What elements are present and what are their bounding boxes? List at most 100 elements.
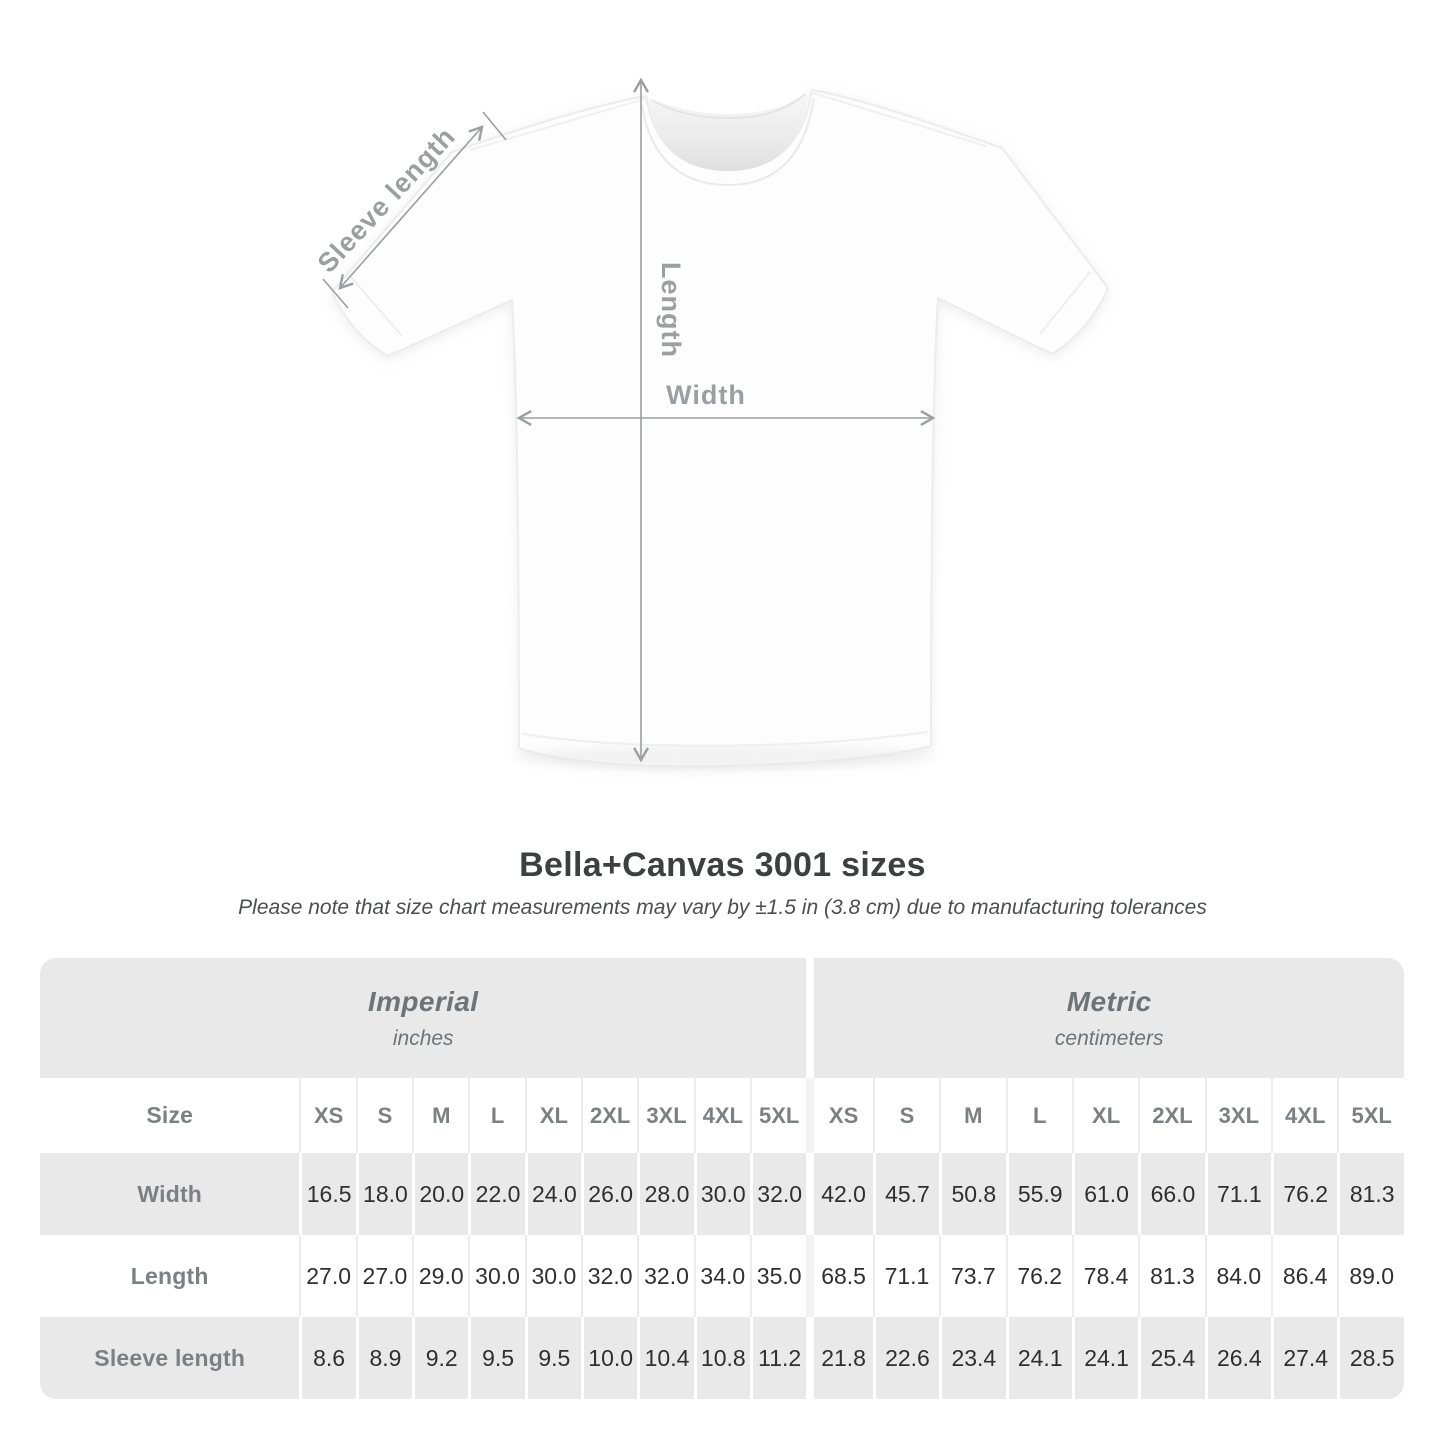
value-cell: 71.1: [872, 1235, 939, 1317]
tshirt-measurement-figure: Sleeve length Length Width: [312, 77, 1109, 768]
imperial-group-header: Imperial inches: [40, 958, 807, 1078]
size-col-header: XL: [524, 1078, 581, 1153]
value-cell: 10.8: [693, 1317, 750, 1399]
value-cell: 11.2: [749, 1317, 807, 1399]
value-cell: 32.0: [637, 1235, 693, 1317]
sleeve-arrow-tick-bottom: [322, 278, 349, 309]
size-col-header: S: [355, 1078, 412, 1153]
value-cell: 81.3: [1138, 1235, 1204, 1317]
size-col-header: XS: [806, 1078, 872, 1153]
value-cell: 9.2: [412, 1317, 469, 1399]
value-cell: 27.0: [299, 1235, 355, 1317]
value-cell: 35.0: [749, 1235, 806, 1317]
value-cell: 16.5: [299, 1153, 356, 1235]
value-cell: 81.3: [1337, 1153, 1404, 1235]
unit-group-row: Imperial inches Metric centimeters: [40, 958, 1404, 1078]
value-cell: 55.9: [1005, 1153, 1072, 1235]
width-row: Width 16.5 18.0 20.0 22.0 24.0 26.0 28.0…: [40, 1153, 1404, 1235]
imperial-unit: inches: [392, 1026, 454, 1050]
row-label: Width: [40, 1153, 300, 1235]
length-label: Length: [656, 262, 686, 358]
value-cell: 78.4: [1071, 1235, 1138, 1317]
size-col-header: M: [939, 1078, 1005, 1153]
value-cell: 10.0: [581, 1317, 638, 1399]
hem-shadow: [515, 746, 935, 768]
value-cell: 24.0: [524, 1153, 582, 1235]
value-cell: 26.4: [1204, 1317, 1272, 1399]
width-label: Width: [666, 380, 746, 410]
value-cell: 71.1: [1204, 1153, 1272, 1235]
size-col-header: 3XL: [637, 1078, 693, 1153]
value-cell: 50.8: [939, 1153, 1006, 1235]
value-cell: 45.7: [872, 1153, 940, 1235]
value-cell: 34.0: [693, 1235, 750, 1317]
size-header-label: Size: [146, 1102, 194, 1128]
value-cell: 20.0: [412, 1153, 469, 1235]
value-cell: 30.0: [524, 1235, 581, 1317]
value-cell: 89.0: [1337, 1235, 1404, 1317]
value-cell: 27.0: [355, 1235, 412, 1317]
size-header-row: Size XS S M L XL 2XL 3XL 4XL 5XL XS S M …: [40, 1078, 1404, 1153]
size-col-header: L: [1005, 1078, 1072, 1153]
value-cell: 26.0: [581, 1153, 638, 1235]
value-cell: 23.4: [939, 1317, 1006, 1399]
value-cell: 10.4: [637, 1317, 694, 1399]
value-cell: 29.0: [412, 1235, 468, 1317]
value-cell: 86.4: [1271, 1235, 1337, 1317]
size-chart-title: Bella+Canvas 3001 sizes: [519, 846, 926, 884]
value-cell: 66.0: [1138, 1153, 1205, 1235]
value-cell: 21.8: [806, 1317, 873, 1399]
value-cell: 30.0: [468, 1235, 524, 1317]
size-table: Imperial inches Metric centimeters Size …: [40, 958, 1404, 1399]
row-label: Length: [130, 1262, 209, 1289]
imperial-label: Imperial: [367, 985, 479, 1017]
neck-opening: [648, 92, 809, 171]
value-cell: 25.4: [1138, 1317, 1205, 1399]
length-row: Length 27.0 27.0 29.0 30.0 30.0 32.0 32.…: [40, 1235, 1404, 1317]
value-cell: 24.1: [1005, 1317, 1072, 1399]
size-col-header: 2XL: [581, 1078, 637, 1153]
size-col-header: 2XL: [1138, 1078, 1204, 1153]
value-cell: 8.6: [299, 1317, 356, 1399]
size-col-header: 5XL: [749, 1078, 806, 1153]
value-cell: 73.7: [939, 1235, 1005, 1317]
value-cell: 32.0: [581, 1235, 637, 1317]
size-chart-note: Please note that size chart measurements…: [238, 896, 1207, 919]
value-cell: 22.0: [468, 1153, 525, 1235]
value-cell: 42.0: [806, 1153, 873, 1235]
size-col-header: XS: [299, 1078, 355, 1153]
value-cell: 24.1: [1071, 1317, 1139, 1399]
value-cell: 76.2: [1271, 1153, 1338, 1235]
value-cell: 76.2: [1005, 1235, 1072, 1317]
value-cell: 8.9: [355, 1317, 413, 1399]
tshirt-shape: [331, 89, 1109, 768]
value-cell: 22.6: [872, 1317, 940, 1399]
size-col-header: 5XL: [1337, 1078, 1404, 1153]
size-col-header: XL: [1071, 1078, 1138, 1153]
sleeve-length-arrow: [338, 125, 484, 290]
value-cell: 27.4: [1271, 1317, 1338, 1399]
size-col-header: S: [872, 1078, 939, 1153]
row-label: Sleeve length: [40, 1317, 300, 1399]
metric-group-header: Metric centimeters: [806, 958, 1404, 1078]
sleeve-length-row: Sleeve length 8.6 8.9 9.2 9.5 9.5 10.0 1…: [40, 1317, 1404, 1399]
size-chart-heading: Bella+Canvas 3001 sizes Please note that…: [0, 846, 1445, 920]
size-col-header: 4XL: [693, 1078, 750, 1153]
metric-unit: centimeters: [1054, 1026, 1164, 1050]
metric-label: Metric: [1066, 985, 1152, 1017]
value-cell: 9.5: [468, 1317, 525, 1399]
value-cell: 18.0: [355, 1153, 413, 1235]
value-cell: 9.5: [524, 1317, 582, 1399]
value-cell: 68.5: [806, 1235, 872, 1317]
tshirt-image: Sleeve length Length Width: [312, 77, 1109, 768]
value-cell: 28.5: [1337, 1317, 1404, 1399]
size-col-header: 4XL: [1271, 1078, 1337, 1153]
size-col-header: L: [468, 1078, 524, 1153]
value-cell: 61.0: [1071, 1153, 1139, 1235]
value-cell: 32.0: [749, 1153, 807, 1235]
value-cell: 84.0: [1204, 1235, 1271, 1317]
value-cell: 30.0: [693, 1153, 750, 1235]
size-col-header: 3XL: [1204, 1078, 1271, 1153]
sleeve-arrow-tick-top: [482, 111, 507, 141]
size-col-header: M: [412, 1078, 468, 1153]
